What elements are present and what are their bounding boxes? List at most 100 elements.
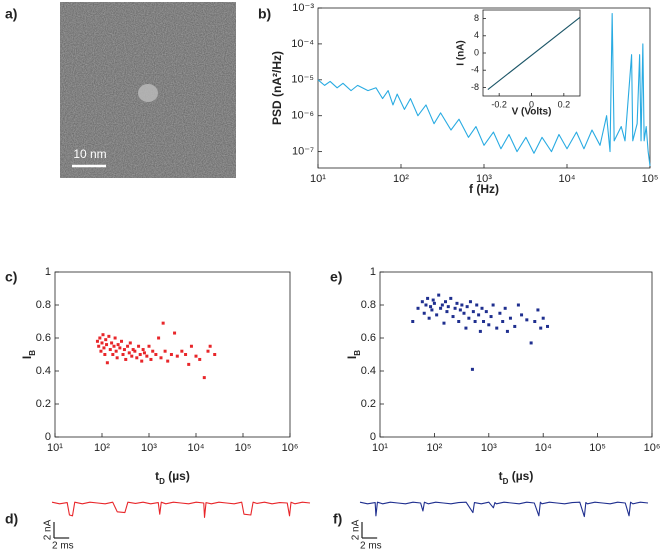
- scatter-point: [536, 308, 540, 312]
- scatter-point: [97, 344, 101, 348]
- x-axis-label: f (Hz): [469, 182, 499, 196]
- plot-series: [317, 13, 651, 166]
- scatter-point: [470, 367, 474, 371]
- scatter-point: [105, 361, 109, 365]
- plot-frame: [54, 271, 291, 438]
- scatter-point: [115, 356, 119, 360]
- y-tick-label: 0.6: [361, 332, 376, 344]
- scatter-point: [159, 356, 163, 360]
- x-tick-label: 10²: [94, 442, 110, 454]
- scatter-point: [462, 311, 466, 315]
- scatter-point: [471, 310, 475, 314]
- scatter-point: [166, 359, 170, 363]
- scatter-point: [508, 316, 512, 320]
- scatter-point: [478, 329, 482, 333]
- x-axis-label: V (Volts): [512, 107, 552, 118]
- scatter-point: [135, 356, 139, 360]
- x-tick-label: 10²: [393, 173, 409, 185]
- scatter-point: [539, 326, 543, 330]
- x-tick-label: 10⁶: [282, 442, 299, 454]
- scatter-point: [169, 353, 173, 356]
- plot-series: [487, 16, 581, 90]
- y-tick-label: -4: [471, 65, 479, 75]
- x-tick-label: -0.2: [491, 99, 507, 109]
- x-tick-label: 0: [529, 99, 534, 109]
- scatter-point: [489, 315, 493, 319]
- scatter-point: [149, 357, 153, 361]
- plot-series: [411, 293, 550, 371]
- scatter-point: [449, 296, 453, 300]
- y-tick-label: 0: [370, 431, 376, 443]
- y-tick-label: 0: [474, 47, 479, 57]
- panel-label: b): [258, 6, 271, 22]
- scatter-point: [473, 320, 477, 323]
- scatter-point: [442, 321, 446, 325]
- scatter-point: [189, 344, 193, 348]
- plot-frame: [482, 9, 581, 97]
- scatter-point: [110, 341, 114, 345]
- scatter-point: [98, 336, 102, 340]
- y-tick-label: 0.6: [36, 332, 51, 344]
- scatter-point: [208, 344, 212, 348]
- scatter-point: [137, 344, 141, 348]
- scatter-point: [126, 344, 130, 348]
- y-tick-label: 0: [45, 431, 51, 443]
- scatter-point: [453, 306, 457, 310]
- scale-bar-y-label: 2 nA: [351, 519, 362, 540]
- scatter-point: [163, 349, 167, 353]
- scatter-point: [140, 359, 144, 363]
- scatter-point: [112, 344, 116, 348]
- plot-series: [359, 501, 649, 518]
- scatter-point: [151, 349, 155, 353]
- y-tick-label: 0.4: [36, 365, 51, 377]
- scatter-point: [525, 318, 529, 322]
- scatter-point: [173, 331, 177, 335]
- scatter-point: [131, 348, 135, 352]
- scatter-point: [187, 362, 191, 366]
- scatter-point: [439, 306, 443, 310]
- scatter-point: [513, 324, 517, 328]
- scatter-point: [541, 316, 545, 320]
- scatter-point: [503, 306, 507, 310]
- y-tick-label: 10⁻⁷: [292, 146, 314, 158]
- scatter-point: [118, 346, 122, 350]
- scale-bar-x-label: 2 ms: [52, 541, 74, 552]
- scatter-point: [445, 310, 449, 314]
- x-axis-label: tD (µs): [155, 469, 190, 485]
- scatter-point: [460, 303, 464, 307]
- data-line: [487, 16, 581, 90]
- scatter-point: [520, 313, 524, 317]
- scatter-point: [465, 305, 469, 309]
- y-tick-label: 1: [45, 266, 51, 278]
- scatter-point: [111, 353, 115, 356]
- scatter-point: [114, 349, 118, 353]
- scatter-point: [184, 353, 188, 356]
- plot-series: [95, 321, 217, 380]
- x-axis-label: tD (µs): [499, 469, 534, 485]
- scatter-point: [202, 376, 206, 380]
- scale-bar-x-label: 2 ms: [360, 541, 382, 552]
- scatter-point: [516, 303, 520, 307]
- scatter-point: [116, 343, 120, 347]
- scatter-point: [455, 301, 459, 305]
- scatter-point: [147, 344, 151, 348]
- label-part: t: [499, 469, 503, 483]
- scatter-point: [480, 306, 484, 310]
- x-tick-label: 10⁴: [535, 442, 552, 454]
- scatter-point: [501, 320, 505, 323]
- scatter-point: [429, 305, 433, 309]
- scatter-point: [487, 323, 491, 327]
- scatter-point: [427, 316, 431, 320]
- scatter-point: [451, 315, 455, 319]
- scatter-point: [105, 343, 109, 347]
- scatter-point: [206, 349, 210, 353]
- x-tick-label: 10⁴: [559, 173, 576, 185]
- scatter-point: [99, 349, 103, 353]
- x-tick-label: 10³: [476, 173, 492, 185]
- label-part: (µs): [165, 469, 190, 483]
- scatter-point: [104, 338, 108, 342]
- label-part: (µs): [508, 469, 533, 483]
- scatter-point: [431, 298, 435, 302]
- y-tick-label: 0.8: [361, 299, 376, 311]
